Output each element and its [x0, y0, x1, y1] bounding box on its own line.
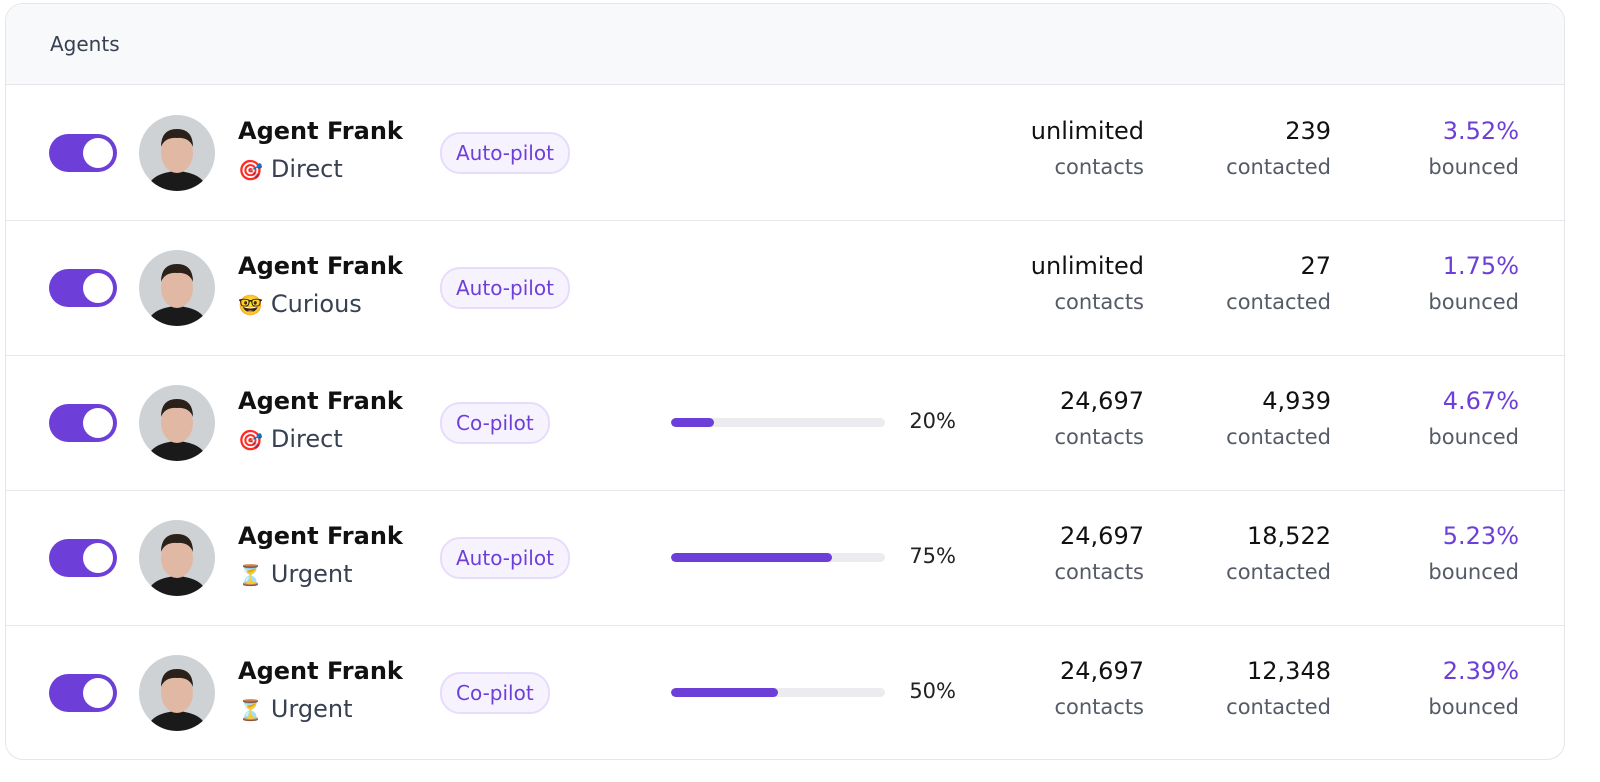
contacts-label: contacts [1054, 155, 1144, 179]
progress-fill [671, 418, 714, 427]
bounced-value: 3.52% [1442, 117, 1519, 145]
style-icon: ⏳ [238, 698, 263, 722]
style-icon: ⏳ [238, 563, 263, 587]
contacted-value: 18,522 [1247, 522, 1331, 550]
bounced-label: bounced [1428, 425, 1519, 449]
avatar-image [139, 250, 215, 326]
contacted-label: contacted [1226, 695, 1331, 719]
progress-label: 75% [909, 544, 956, 568]
toggle[interactable] [49, 134, 117, 172]
bounced-value: 1.75% [1442, 252, 1519, 280]
progress-label: 20% [909, 409, 956, 433]
agent-name: Agent Frank [238, 522, 403, 550]
contacted-value: 27 [1300, 252, 1331, 280]
bounced-label: bounced [1428, 290, 1519, 314]
style-text: Direct [270, 155, 343, 183]
contacts-value: 24,697 [1060, 657, 1144, 685]
agent-style: 🎯 Direct [238, 425, 343, 453]
toggle-knob [83, 543, 113, 573]
progress-track [671, 418, 885, 427]
agents-card: Agents Agent Frank 🎯 Direct Auto-pilot unlim… [5, 3, 1565, 760]
toggle[interactable] [49, 539, 117, 577]
agent-row: Agent Frank 🎯 Direct Co-pilot 20% 24,697 conta… [6, 355, 1564, 491]
contacts-label: contacts [1054, 425, 1144, 449]
mode-badge: Auto-pilot [440, 537, 570, 579]
contacts-value: 24,697 [1060, 522, 1144, 550]
mode-badge: Co-pilot [440, 672, 550, 714]
avatar [139, 115, 215, 191]
style-text: Urgent [270, 695, 353, 723]
avatar [139, 250, 215, 326]
toggle[interactable] [49, 269, 117, 307]
agent-style: 🤓 Curious [238, 290, 362, 318]
toggle-knob [83, 138, 113, 168]
contacts-value: unlimited [1030, 117, 1144, 145]
contacted-value: 4,939 [1262, 387, 1331, 415]
bounced-label: bounced [1428, 560, 1519, 584]
progress-track [671, 553, 885, 562]
bounced-value: 4.67% [1442, 387, 1519, 415]
avatar [139, 385, 215, 461]
contacts-value: unlimited [1030, 252, 1144, 280]
agent-name: Agent Frank [238, 117, 403, 145]
progress-fill [671, 688, 778, 697]
agent-name: Agent Frank [238, 657, 403, 685]
style-icon: 🎯 [238, 428, 263, 452]
contacted-value: 239 [1285, 117, 1331, 145]
agent-row: Agent Frank 🎯 Direct Auto-pilot unlimited con… [6, 85, 1564, 221]
agent-row: Agent Frank 🤓 Curious Auto-pilot unlimited co… [6, 220, 1564, 356]
agent-style: 🎯 Direct [238, 155, 343, 183]
avatar [139, 520, 215, 596]
agent-style: ⏳ Urgent [238, 695, 353, 723]
avatar-image [139, 655, 215, 731]
mode-badge: Auto-pilot [440, 267, 570, 309]
progress-track [671, 688, 885, 697]
contacted-label: contacted [1226, 290, 1331, 314]
avatar-image [139, 385, 215, 461]
toggle[interactable] [49, 404, 117, 442]
toggle-knob [83, 273, 113, 303]
contacts-value: 24,697 [1060, 387, 1144, 415]
toggle-knob [83, 678, 113, 708]
agent-style: ⏳ Urgent [238, 560, 353, 588]
contacted-label: contacted [1226, 155, 1331, 179]
progress-label: 50% [909, 679, 956, 703]
style-icon: 🎯 [238, 158, 263, 182]
avatar [139, 655, 215, 731]
card-header: Agents [6, 4, 1564, 85]
contacts-label: contacts [1054, 560, 1144, 584]
bounced-value: 5.23% [1442, 522, 1519, 550]
contacts-label: contacts [1054, 695, 1144, 719]
mode-badge: Co-pilot [440, 402, 550, 444]
mode-badge: Auto-pilot [440, 132, 570, 174]
agent-name: Agent Frank [238, 387, 403, 415]
toggle[interactable] [49, 674, 117, 712]
contacted-value: 12,348 [1247, 657, 1331, 685]
bounced-value: 2.39% [1442, 657, 1519, 685]
avatar-image [139, 520, 215, 596]
header-title: Agents [50, 32, 120, 56]
avatar-image [139, 115, 215, 191]
style-icon: 🤓 [238, 293, 263, 317]
agent-row: Agent Frank ⏳ Urgent Co-pilot 50% 24,697 conta… [6, 625, 1564, 759]
contacts-label: contacts [1054, 290, 1144, 314]
toggle-knob [83, 408, 113, 438]
agent-row: Agent Frank ⏳ Urgent Auto-pilot 75% 24,697 con… [6, 490, 1564, 626]
contacted-label: contacted [1226, 425, 1331, 449]
bounced-label: bounced [1428, 695, 1519, 719]
bounced-label: bounced [1428, 155, 1519, 179]
style-text: Direct [270, 425, 343, 453]
contacted-label: contacted [1226, 560, 1331, 584]
style-text: Curious [270, 290, 362, 318]
agent-name: Agent Frank [238, 252, 403, 280]
progress-fill [671, 553, 832, 562]
style-text: Urgent [270, 560, 353, 588]
